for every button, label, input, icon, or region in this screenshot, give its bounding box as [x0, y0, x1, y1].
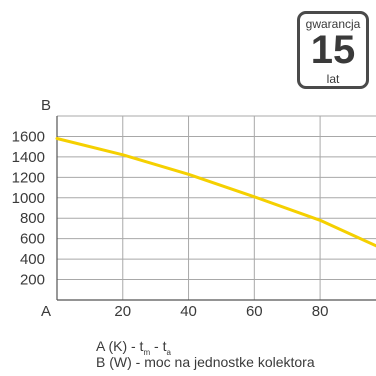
chart-axes [56, 116, 376, 301]
legend-a-sub2: a [166, 347, 171, 357]
x-tick-label: 40 [180, 303, 197, 320]
chart-ticks: 200 400 600 800 1000 1200 1400 1600 20 40 60 80 [12, 128, 329, 320]
badge-top-label: gwarancja [305, 17, 361, 31]
y-tick-label: 1400 [12, 149, 45, 166]
badge-number: 15 [310, 28, 356, 72]
warranty-badge: gwarancja 15 lat [297, 11, 369, 89]
badge-bottom-label: lat [326, 72, 340, 86]
y-tick-label: 600 [20, 231, 45, 248]
legend-b: B (W) - moc na jednostke kolektora [96, 354, 315, 370]
x-tick-label: 80 [312, 303, 329, 320]
chart-grid [57, 115, 376, 300]
x-tick-label: 60 [246, 303, 263, 320]
legend-a-mid: - t [150, 338, 167, 354]
y-tick-label: 1200 [12, 169, 45, 186]
x-axis-label: A [41, 303, 51, 320]
series-line [55, 137, 376, 248]
y-tick-label: 400 [20, 251, 45, 268]
legend-a-sub1: m [143, 347, 151, 357]
y-axis-label: B [41, 97, 51, 114]
y-tick-label: 1600 [12, 128, 45, 145]
y-tick-label: 1000 [12, 190, 45, 207]
chart-series [55, 137, 376, 248]
legend-a-prefix: A (K) - t [96, 338, 144, 354]
y-tick-label: 800 [20, 210, 45, 227]
legend-a: A (K) - tm - ta [96, 338, 171, 357]
x-tick-label: 20 [114, 303, 131, 320]
y-tick-label: 200 [20, 272, 45, 289]
